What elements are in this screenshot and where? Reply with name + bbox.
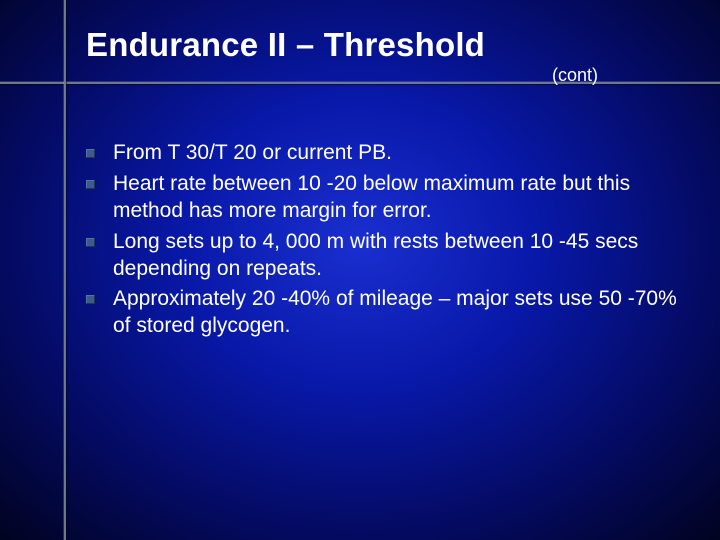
bullet-text: From T 30/T 20 or current PB. [113,140,392,167]
list-item: Approximately 20 -40% of mileage – major… [86,286,680,340]
bullet-square-icon [86,238,95,247]
bullet-text: Approximately 20 -40% of mileage – major… [113,286,680,340]
bullet-text: Long sets up to 4, 000 m with rests betw… [113,229,680,283]
bullet-square-icon [86,149,95,158]
list-item: From T 30/T 20 or current PB. [86,140,680,167]
list-item: Long sets up to 4, 000 m with rests betw… [86,229,680,283]
crosshair-vertical [64,0,66,540]
list-item: Heart rate between 10 -20 below maximum … [86,171,680,225]
slide-subtitle: (cont) [86,65,690,86]
bullet-square-icon [86,295,95,304]
bullet-text: Heart rate between 10 -20 below maximum … [113,171,680,225]
slide-title: Endurance II – Threshold [86,28,690,63]
title-block: Endurance II – Threshold (cont) [86,28,690,86]
bullet-list: From T 30/T 20 or current PB. Heart rate… [86,140,680,344]
bullet-square-icon [86,180,95,189]
slide: Endurance II – Threshold (cont) From T 3… [0,0,720,540]
